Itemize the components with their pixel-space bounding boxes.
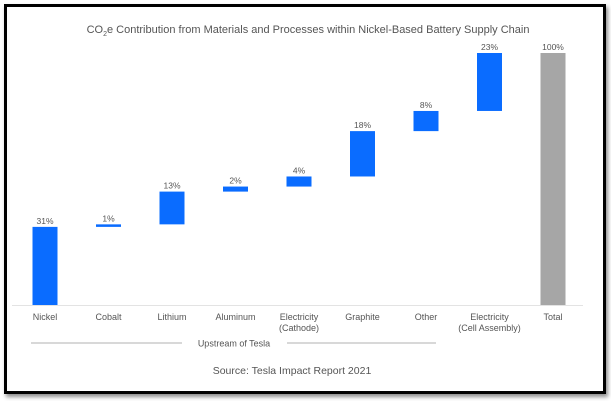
data-label: 18% (354, 120, 371, 130)
chart-title: CO2e Contribution from Materials and Pro… (87, 24, 530, 38)
chart-frame (4, 4, 606, 394)
data-label: 100% (542, 42, 564, 52)
bar-cobalt (96, 224, 121, 227)
bar-electricity-cathode (286, 176, 312, 187)
x-tick-label: Lithium (157, 312, 186, 322)
data-label: 8% (420, 100, 433, 110)
x-tick-label: Electricity (Cathode) (279, 312, 319, 333)
bar-graphite (350, 131, 375, 177)
bar-aluminum (223, 186, 248, 192)
bar-electricity-cell-assembly (477, 53, 502, 111)
group-label: Upstream of Tesla (198, 339, 270, 349)
data-label: 13% (163, 181, 180, 191)
bar-total (540, 53, 566, 305)
x-tick-label: Other (415, 312, 438, 322)
x-tick-label: Aluminum (215, 312, 255, 322)
bar-nickel (32, 226, 58, 305)
x-tick-label: Graphite (345, 312, 380, 322)
data-label: 23% (481, 42, 498, 52)
data-label: 4% (293, 165, 306, 175)
x-tick-label: Electricity (Cell Assembly) (458, 312, 521, 333)
x-tick-label: Nickel (33, 312, 58, 322)
source-note: Source: Tesla Impact Report 2021 (213, 365, 372, 377)
data-label: 31% (36, 216, 53, 226)
bar-other (413, 110, 439, 132)
bar-lithium (159, 191, 185, 225)
data-label: 2% (229, 176, 242, 186)
x-tick-label: Total (543, 312, 562, 322)
data-label: 1% (102, 213, 115, 223)
x-tick-label: Cobalt (95, 312, 122, 322)
